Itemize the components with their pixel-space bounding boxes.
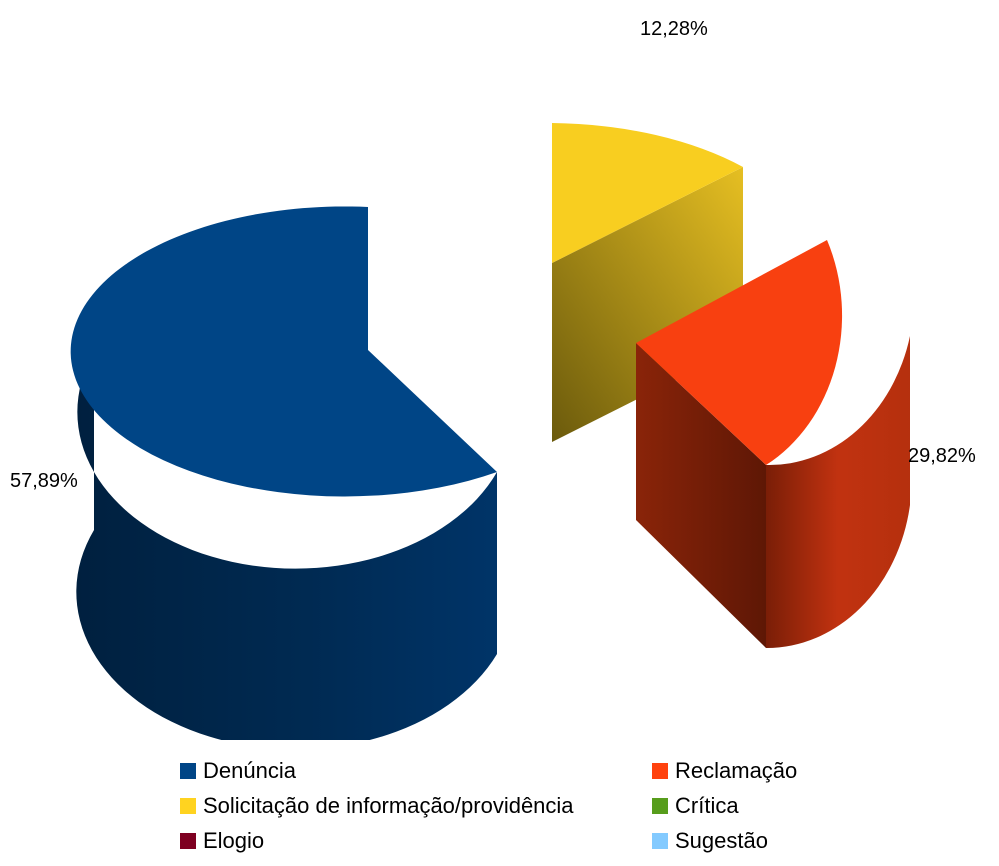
legend-swatch-sugestao <box>652 833 668 849</box>
pie-chart-plot: 12,28% 29,82% 57,89% <box>10 18 976 740</box>
legend-label-sugestao: Sugestão <box>675 828 768 853</box>
chart-legend: Denúncia Reclamação Solicitação de infor… <box>180 756 880 864</box>
slice-reclamacao-side <box>766 336 910 649</box>
slice-reclamacao[interactable] <box>636 240 910 649</box>
slice-denuncia-side <box>76 352 497 740</box>
label-denuncia-value: 57,89% <box>10 470 78 492</box>
legend-label-critica: Crítica <box>675 793 739 818</box>
slice-denuncia-top <box>70 206 498 497</box>
legend-item-sugestao[interactable]: Sugestão <box>652 826 768 856</box>
legend-item-solicitacao[interactable]: Solicitação de informação/providência <box>180 791 574 821</box>
legend-item-reclamacao[interactable]: Reclamação <box>652 756 797 786</box>
slice-denuncia[interactable] <box>70 206 498 740</box>
legend-swatch-reclamacao <box>652 763 668 779</box>
legend-label-reclamacao: Reclamação <box>675 758 798 783</box>
slice-reclamacao-top <box>636 240 843 465</box>
legend-swatch-denuncia <box>180 763 196 779</box>
legend-label-denuncia: Denúncia <box>203 758 296 783</box>
legend-item-critica[interactable]: Crítica <box>652 791 739 821</box>
legend-item-denuncia[interactable]: Denúncia <box>180 756 296 786</box>
legend-swatch-critica <box>652 798 668 814</box>
label-solicitacao-value: 12,28% <box>640 18 708 40</box>
legend-swatch-elogio <box>180 833 196 849</box>
legend-label-elogio: Elogio <box>203 828 265 853</box>
legend-swatch-solicitacao <box>180 798 196 814</box>
slice-solicitacao-cut <box>552 167 743 442</box>
label-reclamacao-value: 29,82% <box>908 445 976 467</box>
slice-reclamacao-cut <box>636 343 766 648</box>
legend-item-elogio[interactable]: Elogio <box>180 826 264 856</box>
slice-solicitacao[interactable] <box>552 123 743 442</box>
legend-label-solicitacao: Solicitação de informação/providência <box>203 793 574 818</box>
slice-solicitacao-top <box>552 123 743 263</box>
